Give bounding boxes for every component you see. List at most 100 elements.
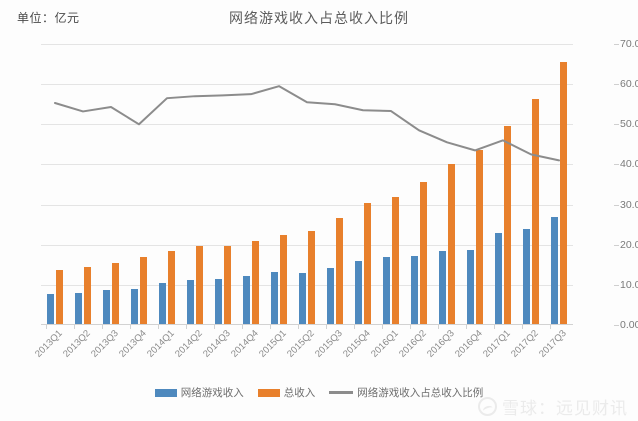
bar-online-game-revenue[interactable] — [522, 229, 530, 325]
x-tick-mark — [521, 325, 523, 329]
bar-online-game-revenue[interactable] — [466, 249, 474, 325]
bar-group — [97, 44, 125, 329]
bar-total-revenue[interactable] — [112, 262, 120, 325]
bar-online-game-revenue[interactable] — [410, 255, 418, 325]
legend-label-ratio: 网络游戏收入占总收入比例 — [357, 387, 484, 399]
x-tick-mark — [73, 325, 75, 329]
watermark-text: 雪球：远见财讯 — [502, 399, 628, 418]
bar-group — [209, 44, 237, 329]
gridline — [41, 44, 573, 45]
gridline — [41, 164, 573, 166]
bar-total-revenue[interactable] — [532, 99, 540, 325]
x-axis-label: 2015Q3 — [313, 328, 345, 360]
bar-total-revenue[interactable] — [504, 126, 512, 325]
x-axis-label: 2015Q1 — [257, 328, 289, 360]
bar-group — [321, 44, 349, 329]
bar-group — [517, 44, 545, 329]
bar-total-revenue[interactable] — [84, 267, 92, 325]
x-axis-label: 2013Q4 — [117, 328, 149, 360]
x-tick-mark — [465, 325, 467, 329]
bar-total-revenue[interactable] — [56, 270, 64, 325]
bar-group — [489, 44, 517, 329]
x-tick-mark — [325, 325, 327, 329]
x-axis-label: 2014Q1 — [145, 328, 177, 360]
bar-total-revenue[interactable] — [280, 235, 288, 325]
bar-online-game-revenue[interactable] — [74, 293, 82, 325]
watermark: 雪球：远见财讯 — [478, 394, 628, 419]
y-tick-label-right: 20.00% — [620, 238, 638, 251]
bar-online-game-revenue[interactable] — [494, 233, 502, 325]
bar-total-revenue[interactable] — [168, 251, 176, 325]
legend-item-ratio[interactable]: 网络游戏收入占总收入比例 — [329, 385, 483, 400]
gridline — [41, 204, 573, 206]
x-axis-label: 2014Q2 — [173, 328, 205, 360]
y-tick-mark-right — [614, 284, 619, 286]
unit-label: 单位：亿元 — [17, 11, 80, 25]
x-axis-label: 2016Q4 — [453, 328, 485, 360]
legend-swatch-line-icon — [329, 391, 354, 394]
bar-total-revenue[interactable] — [252, 240, 260, 325]
bar-total-revenue[interactable] — [196, 245, 204, 325]
x-axis-label: 2017Q2 — [509, 328, 541, 360]
bar-online-game-revenue[interactable] — [186, 280, 194, 325]
bar-online-game-revenue[interactable] — [102, 290, 110, 325]
bar-group — [153, 44, 181, 329]
y-tick-mark-right — [614, 244, 619, 246]
bar-total-revenue[interactable] — [392, 196, 400, 325]
bar-total-revenue[interactable] — [308, 230, 316, 325]
bar-group — [377, 44, 405, 329]
gridline — [41, 84, 573, 86]
bar-total-revenue[interactable] — [140, 256, 148, 325]
x-axis-label: 2017Q3 — [537, 328, 569, 360]
x-tick-mark — [493, 325, 495, 329]
xueqiu-logo-icon — [478, 397, 497, 416]
bar-total-revenue[interactable] — [560, 62, 568, 325]
x-tick-mark — [381, 325, 383, 329]
x-axis-label: 2017Q1 — [481, 328, 513, 360]
x-tick-mark — [549, 325, 551, 329]
bar-online-game-revenue[interactable] — [382, 256, 390, 325]
bar-group — [69, 44, 97, 329]
bar-total-revenue[interactable] — [364, 203, 372, 325]
x-tick-mark — [213, 325, 215, 329]
bar-online-game-revenue[interactable] — [214, 279, 222, 325]
bar-group — [41, 44, 69, 329]
y-tick-mark-right — [614, 164, 619, 166]
bar-online-game-revenue[interactable] — [242, 276, 250, 325]
bar-total-revenue[interactable] — [476, 149, 484, 325]
bar-group — [125, 44, 153, 329]
bar-online-game-revenue[interactable] — [326, 267, 334, 325]
legend-label-online-game-revenue: 网络游戏收入 — [180, 387, 244, 399]
y-tick-mark-right — [614, 325, 619, 326]
bar-online-game-revenue[interactable] — [158, 282, 166, 325]
bar-online-game-revenue[interactable] — [130, 289, 138, 325]
bar-group — [265, 44, 293, 329]
bar-total-revenue[interactable] — [224, 245, 232, 325]
bar-online-game-revenue[interactable] — [270, 271, 278, 325]
bar-total-revenue[interactable] — [420, 182, 428, 325]
x-axis-label: 2016Q2 — [397, 328, 429, 360]
legend-item-online-game-revenue[interactable]: 网络游戏收入 — [154, 385, 244, 400]
bar-online-game-revenue[interactable] — [550, 217, 558, 325]
bar-online-game-revenue[interactable] — [298, 273, 306, 325]
y-tick-label-right: 70.00% — [620, 38, 638, 50]
plot-area: 7006005004003002001000 70.00%60.00%50.00… — [41, 38, 638, 331]
legend-item-total-revenue[interactable]: 总收入 — [257, 385, 315, 400]
y-tick-mark-right — [614, 84, 619, 86]
bar-online-game-revenue[interactable] — [46, 294, 54, 325]
bar-total-revenue[interactable] — [336, 218, 344, 325]
bar-group — [433, 44, 461, 329]
x-axis-label: 2013Q1 — [33, 328, 65, 360]
bar-group — [237, 44, 265, 329]
gridline — [41, 284, 573, 286]
bar-group — [349, 44, 377, 329]
bar-online-game-revenue[interactable] — [438, 250, 446, 325]
bar-group — [293, 44, 321, 329]
x-tick-mark — [269, 325, 271, 329]
x-axis-label: 2014Q3 — [201, 328, 233, 360]
x-tick-mark — [185, 325, 187, 329]
bar-total-revenue[interactable] — [448, 163, 456, 325]
bar-online-game-revenue[interactable] — [354, 260, 362, 325]
x-axis-labels: 2013Q1 2013Q2 2013Q3 2013Q4 2014Q1 2014Q2 2014… — [33, 328, 573, 384]
bar-group — [181, 44, 209, 329]
